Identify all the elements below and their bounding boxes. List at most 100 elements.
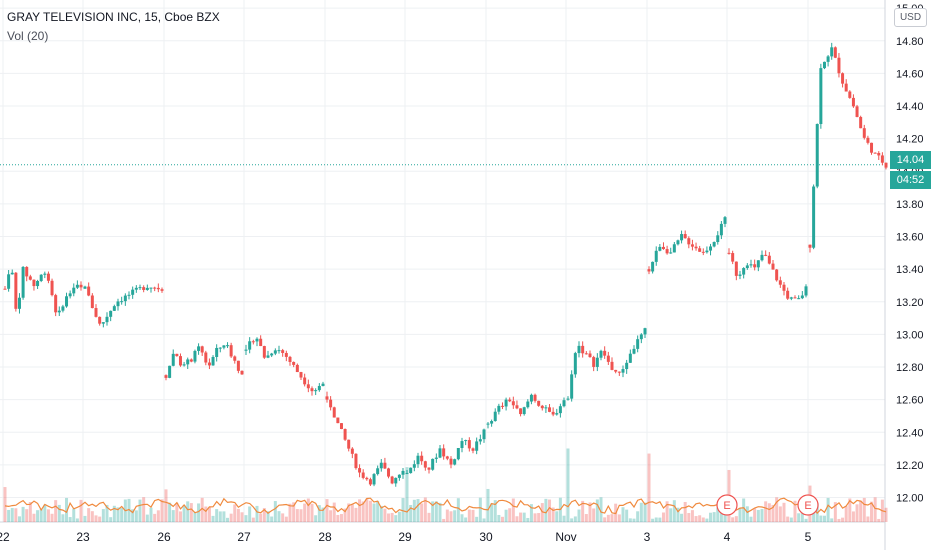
candle-body (486, 423, 490, 425)
volume-bar (160, 499, 164, 522)
symbol-title[interactable]: GRAY TELEVISION INC, 15, Cboe BZX (7, 10, 220, 24)
volume-bar (709, 512, 713, 522)
candle-body (25, 266, 29, 277)
candle-body (690, 244, 694, 247)
candle-body (317, 385, 321, 391)
volume-bar (830, 518, 834, 522)
volume-bar (149, 507, 153, 522)
candle-body (284, 352, 288, 357)
volume-bar (94, 515, 98, 522)
candle-body (193, 350, 197, 362)
volume-bar (529, 504, 533, 522)
volume-bar (859, 500, 863, 522)
volume-bar (595, 499, 599, 522)
volume-bar (7, 509, 11, 522)
candle-body (186, 359, 190, 365)
candle-body (178, 356, 182, 366)
candle-body (676, 240, 680, 245)
candle-body (632, 348, 636, 354)
bar-countdown-label: 04:52 (890, 171, 931, 189)
candle-body (830, 47, 834, 57)
candle-body (848, 91, 852, 98)
x-tick-label: Nov (555, 530, 576, 544)
volume-bar (46, 509, 50, 522)
candle-body (797, 298, 801, 300)
chart-legend: GRAY TELEVISION INC, 15, Cboe BZX Vol (2… (7, 8, 220, 46)
volume-bar (636, 511, 640, 522)
volume-bar (698, 515, 702, 522)
candle-body (844, 83, 848, 92)
candle-body (467, 440, 471, 449)
candle-body (877, 152, 881, 156)
candle-body (647, 269, 651, 272)
volume-bar (134, 510, 138, 522)
candle-body (617, 371, 621, 373)
y-tick-label: 12.20 (896, 460, 924, 472)
volume-bar (690, 510, 694, 522)
volume-bar (431, 501, 435, 522)
y-tick-label: 13.60 (896, 232, 924, 244)
candle-body (361, 472, 365, 478)
candle-body (540, 405, 544, 409)
volume-bar (36, 510, 40, 522)
volume-bar (562, 515, 566, 522)
volume-bar (566, 448, 570, 522)
volume-bar (603, 517, 607, 522)
candle-body (72, 287, 76, 294)
volume-bar (486, 488, 490, 522)
volume-bar (281, 513, 285, 522)
candle-body (134, 287, 138, 290)
volume-bar (599, 497, 603, 522)
candle-body (21, 266, 25, 298)
candle-body (292, 361, 296, 365)
volume-bar (226, 517, 230, 522)
candle-body (749, 264, 753, 266)
candle-body (10, 272, 14, 275)
volume-bar (295, 509, 299, 522)
candle-body (310, 388, 314, 392)
volume-bar (65, 497, 69, 522)
volume-bar (215, 509, 219, 522)
candle-body (822, 61, 826, 69)
candle-body (610, 361, 614, 370)
candle-body (226, 345, 230, 347)
volume-bar (365, 498, 369, 522)
volume-bar (266, 511, 270, 522)
candle-body (46, 273, 50, 281)
candle-body (870, 142, 874, 153)
earnings-icon (716, 494, 738, 516)
volume-bar (284, 516, 288, 522)
volume-indicator-label[interactable]: Vol (20) (7, 29, 49, 43)
candle-body (149, 287, 153, 289)
volume-bar (767, 503, 771, 522)
candle-body (120, 301, 124, 303)
candle-body (347, 439, 351, 449)
volume-bar (497, 514, 501, 522)
candle-body (329, 399, 333, 408)
candle-body (262, 346, 266, 358)
candle-body (866, 137, 870, 143)
volume-bar (236, 508, 240, 522)
x-tick-label: 27 (237, 530, 251, 544)
candle-body (625, 362, 629, 370)
volume-bar (819, 515, 823, 522)
volume-bar (647, 453, 651, 522)
candle-body (321, 383, 325, 386)
candle-body (153, 287, 157, 289)
candle-body (65, 296, 69, 307)
volume-bar (482, 518, 486, 522)
volume-bar (401, 498, 405, 522)
volume-bar (749, 516, 753, 522)
volume-bar (397, 511, 401, 522)
candle-body (397, 474, 401, 478)
candle-body (694, 246, 698, 249)
currency-button[interactable]: USD (894, 8, 927, 27)
volume-bar (292, 502, 296, 522)
volume-bar (350, 504, 354, 522)
candle-body (643, 328, 647, 335)
candle-body (837, 57, 841, 74)
volume-bar (533, 513, 537, 522)
candle-body (544, 407, 548, 409)
